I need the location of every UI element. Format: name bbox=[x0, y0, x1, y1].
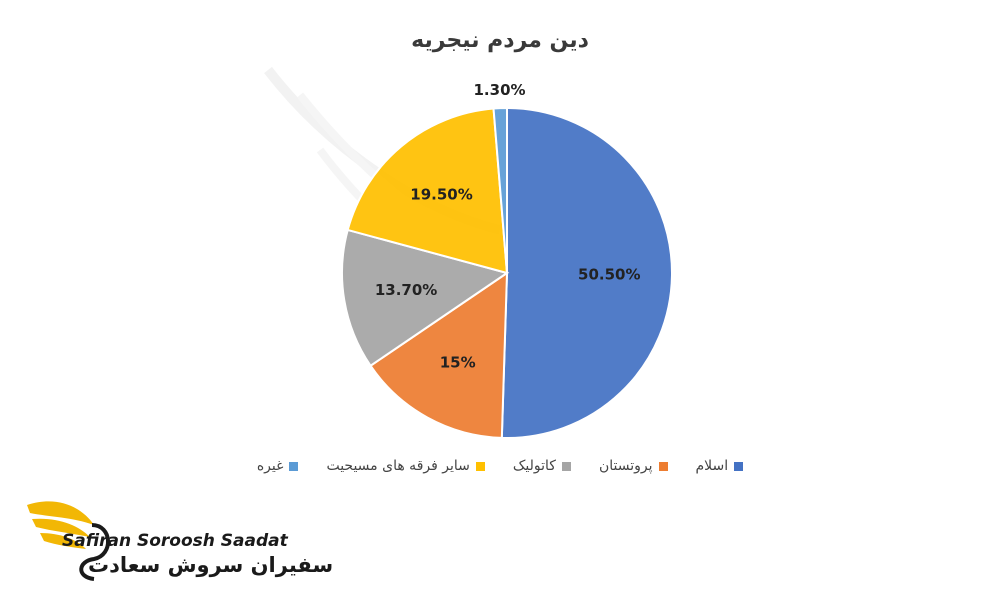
legend-label-1: پروتستان bbox=[598, 458, 653, 474]
pie-slice-1 bbox=[369, 271, 509, 439]
brand-name-persian: سفیران سروش سعادت bbox=[88, 553, 334, 577]
legend: اسلام پروتستان کاتولیک سایر فرقه های مسیحیت… bbox=[0, 458, 1000, 474]
legend-swatch-0 bbox=[734, 461, 744, 471]
chart-title: دین مردم نیجریه bbox=[411, 28, 589, 53]
legend-item-2: کاتولیک bbox=[513, 458, 571, 474]
pie-slice-3 bbox=[346, 107, 509, 275]
slice-label-2: 13.70% bbox=[375, 281, 437, 299]
slice-label-4: 1.30% bbox=[474, 81, 526, 99]
brand-logo-icon bbox=[27, 501, 110, 581]
legend-label-4: غیره bbox=[256, 458, 284, 474]
slice-label-1: 15% bbox=[440, 354, 476, 372]
pie-slices bbox=[341, 106, 673, 439]
pie-slice-2 bbox=[341, 228, 510, 368]
legend-swatch-4 bbox=[289, 461, 299, 471]
pie-slice-0 bbox=[500, 106, 673, 439]
legend-item-3: سایر فرقه های مسیحیت bbox=[326, 458, 485, 474]
legend-label-0: اسلام bbox=[695, 458, 729, 474]
legend-label-2: کاتولیک bbox=[512, 458, 556, 474]
slice-label-0: 50.50% bbox=[578, 266, 640, 284]
legend-swatch-1 bbox=[658, 461, 668, 471]
pie-slice-4 bbox=[492, 106, 508, 274]
legend-swatch-3 bbox=[475, 461, 485, 471]
brand-name-english: Safiran Soroosh Saadat bbox=[62, 531, 288, 551]
legend-item-0: اسلام bbox=[696, 458, 744, 474]
legend-item-1: پروتستان bbox=[599, 458, 668, 474]
legend-swatch-2 bbox=[561, 461, 571, 471]
legend-label-3: سایر فرقه های مسیحیت bbox=[326, 458, 470, 474]
slice-label-3: 19.50% bbox=[410, 185, 472, 203]
pie-labels: 50.50% 15% 13.70% 19.50% 1.30% bbox=[375, 81, 641, 371]
legend-item-4: غیره bbox=[257, 458, 299, 474]
